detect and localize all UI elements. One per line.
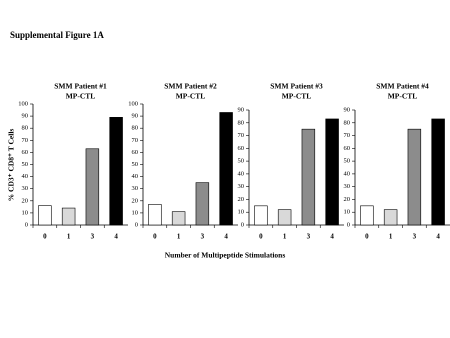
y-tick-label: 30 [22, 185, 29, 192]
bar [148, 204, 162, 226]
x-tick-label: 4 [330, 233, 334, 241]
y-tick-label: 40 [132, 173, 139, 180]
y-tick-label: 100 [128, 100, 138, 107]
y-tick-label: 60 [22, 149, 29, 156]
y-tick-label: 90 [238, 106, 245, 113]
bar [277, 209, 292, 226]
x-tick-label: 1 [283, 233, 287, 241]
bar [195, 182, 210, 226]
x-tick-label: 1 [177, 233, 181, 241]
y-tick-label: 20 [344, 196, 351, 203]
x-tick-label: 4 [436, 233, 440, 241]
y-tick-label: 30 [238, 183, 245, 190]
y-tick-label: 50 [344, 158, 351, 165]
x-tick-label: 1 [389, 233, 393, 241]
y-tick-label: 0 [135, 221, 138, 228]
y-tick-label: 70 [238, 132, 245, 139]
x-tick-label: 0 [153, 233, 157, 241]
y-tick-label: 30 [344, 183, 351, 190]
panel-subtitle: MP-CTL [176, 92, 206, 101]
x-tick-label: 0 [365, 233, 369, 241]
bar [431, 118, 445, 226]
y-tick-label: 40 [344, 170, 351, 177]
bar [325, 118, 339, 226]
x-tick-label: 0 [259, 233, 263, 241]
y-tick-label: 30 [132, 185, 139, 192]
x-axis-label: Number of Multipeptide Stimulations [165, 251, 286, 260]
y-tick-label: 50 [238, 158, 245, 165]
y-tick-label: 100 [18, 100, 28, 107]
y-tick-label: 10 [238, 209, 245, 216]
y-axis-label: % CD3⁺ CD8⁺ T Cells [7, 129, 16, 202]
bar [85, 148, 100, 226]
y-tick-label: 0 [347, 221, 350, 228]
x-tick-label: 4 [114, 233, 118, 241]
panel-title: SMM Patient #1 [54, 82, 107, 91]
panel-title: SMM Patient #4 [376, 82, 429, 91]
x-tick-label: 4 [224, 233, 228, 241]
panel-title: SMM Patient #2 [164, 82, 217, 91]
bar [109, 117, 123, 226]
y-tick-label: 0 [25, 221, 28, 228]
bar [219, 112, 233, 226]
x-tick-label: 3 [413, 233, 417, 241]
panel-subtitle: MP-CTL [66, 92, 96, 101]
bar [383, 209, 398, 226]
y-tick-label: 40 [238, 170, 245, 177]
y-tick-label: 80 [22, 125, 29, 132]
panel-subtitle: MP-CTL [388, 92, 418, 101]
bar [61, 207, 76, 226]
y-tick-label: 80 [132, 125, 139, 132]
y-tick-label: 70 [344, 132, 351, 139]
y-tick-label: 60 [344, 145, 351, 152]
bar [301, 128, 316, 226]
y-tick-label: 60 [238, 145, 245, 152]
bar [171, 211, 186, 226]
y-tick-label: 90 [22, 113, 29, 120]
y-tick-label: 50 [132, 161, 139, 168]
bar [38, 205, 52, 226]
y-tick-label: 40 [22, 173, 29, 180]
y-tick-label: 50 [22, 161, 29, 168]
y-tick-label: 10 [132, 209, 139, 216]
y-tick-label: 20 [238, 196, 245, 203]
panel-subtitle: MP-CTL [282, 92, 312, 101]
y-tick-label: 10 [22, 209, 29, 216]
figure-title: Supplemental Figure 1A [10, 30, 104, 40]
bar [360, 205, 374, 226]
y-tick-label: 10 [344, 209, 351, 216]
x-tick-label: 1 [67, 233, 71, 241]
x-tick-label: 3 [201, 233, 205, 241]
y-tick-label: 20 [132, 197, 139, 204]
y-tick-label: 90 [132, 113, 139, 120]
x-tick-label: 0 [43, 233, 47, 241]
y-tick-label: 20 [22, 197, 29, 204]
y-tick-label: 70 [22, 137, 29, 144]
y-tick-label: 90 [344, 106, 351, 113]
panel-title: SMM Patient #3 [270, 82, 323, 91]
y-tick-label: 60 [132, 149, 139, 156]
y-tick-label: 80 [344, 119, 351, 126]
y-tick-label: 80 [238, 119, 245, 126]
x-tick-label: 3 [307, 233, 311, 241]
bar [254, 205, 268, 226]
bar [407, 128, 422, 226]
y-tick-label: 0 [241, 221, 244, 228]
x-tick-label: 3 [91, 233, 95, 241]
y-tick-label: 70 [132, 137, 139, 144]
